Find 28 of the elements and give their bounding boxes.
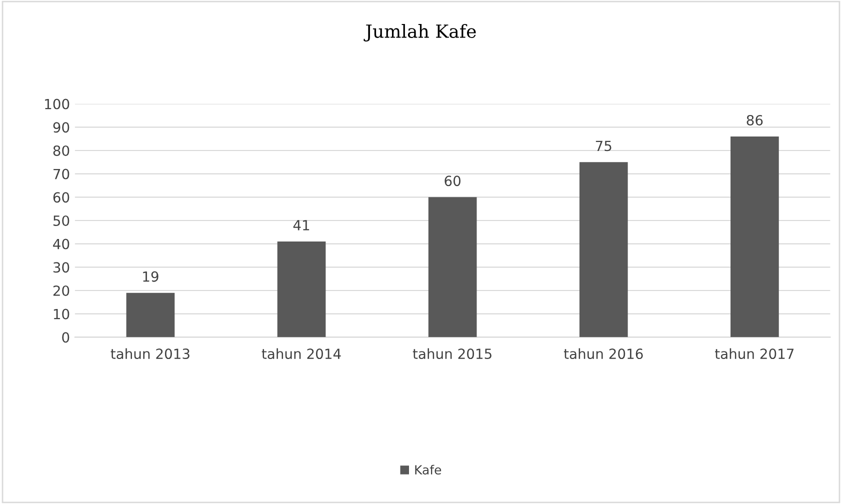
chart-title: Jumlah Kafe <box>364 24 476 42</box>
y-tick-label: 10 <box>54 308 70 320</box>
data-label: 75 <box>596 140 612 152</box>
y-tick-label: 90 <box>53 122 70 133</box>
y-tick-label: 40 <box>53 238 70 250</box>
y-tick-label: 100 <box>45 98 70 110</box>
bar <box>126 292 175 338</box>
x-tick-label: tahun 2015 <box>412 348 492 360</box>
y-tick-label: 60 <box>53 192 70 203</box>
data-label: 19 <box>143 271 158 282</box>
x-tick-label: tahun 2014 <box>262 348 341 360</box>
x-tick-label: tahun 2017 <box>714 348 794 360</box>
data-label: 60 <box>444 176 460 186</box>
y-tick-label: 80 <box>53 145 70 156</box>
bar <box>428 197 477 338</box>
bar <box>579 162 628 338</box>
y-tick-label: 30 <box>53 262 70 273</box>
y-tick-label: 20 <box>53 285 70 296</box>
y-tick-label: 50 <box>53 215 70 226</box>
bar <box>277 242 326 338</box>
legend-label: Kafe <box>415 464 442 475</box>
data-label: 41 <box>293 220 310 230</box>
y-tick-label: 70 <box>54 168 70 180</box>
x-tick-label: tahun 2013 <box>110 348 190 360</box>
bar <box>730 136 779 338</box>
y-tick-label: 0 <box>62 332 70 343</box>
x-tick-label: tahun 2016 <box>564 348 643 360</box>
data-label: 86 <box>746 114 763 126</box>
